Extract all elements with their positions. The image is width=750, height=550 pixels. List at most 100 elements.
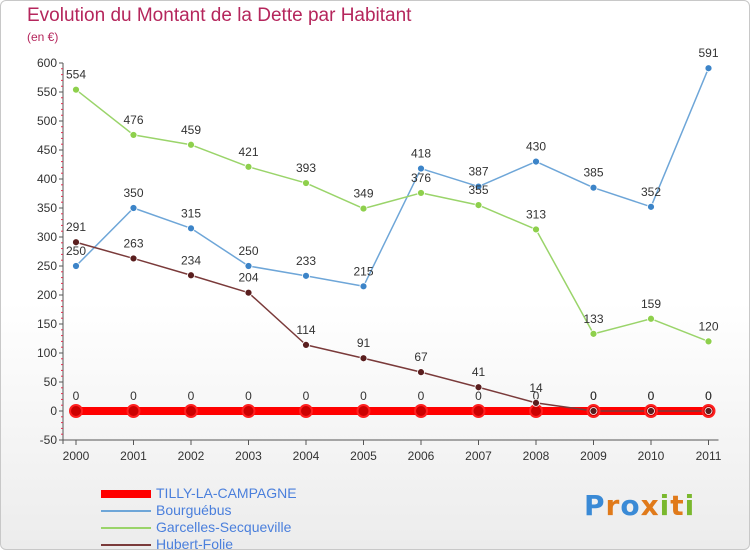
data-point [417, 368, 425, 377]
data-label: 14 [529, 381, 543, 395]
data-point [129, 254, 138, 263]
data-label: 352 [641, 185, 661, 199]
data-label: 385 [583, 166, 603, 180]
data-point [417, 164, 425, 173]
data-label: 0 [475, 389, 482, 403]
data-label: 315 [181, 206, 201, 220]
data-label: 114 [296, 323, 315, 337]
legend-swatch [101, 510, 151, 512]
data-point [299, 404, 313, 418]
legend-swatch [101, 527, 151, 529]
x-tick-label: 2009 [580, 449, 607, 463]
data-label: 350 [123, 186, 143, 200]
data-point [187, 224, 195, 233]
data-label: 0 [188, 389, 195, 403]
x-tick-label: 2007 [465, 449, 492, 463]
x-tick-label: 2010 [638, 449, 665, 463]
data-point [187, 140, 195, 149]
data-point [417, 189, 425, 197]
series-line-3 [75, 241, 709, 412]
data-label: 0 [705, 389, 712, 403]
unit-label: (en €) [27, 30, 59, 44]
y-tick-label: 550 [37, 85, 57, 99]
data-point [241, 404, 256, 418]
x-tick-label: 2011 [696, 449, 722, 463]
data-label: 0 [418, 389, 425, 403]
legend-label: Bourguébus [156, 502, 232, 518]
chart-title: Evolution du Montant de la Dette par Hab… [27, 5, 412, 26]
data-point [244, 162, 253, 171]
data-label: 430 [526, 140, 546, 154]
data-point [471, 404, 486, 418]
data-label: 0 [73, 389, 80, 403]
data-label: 393 [296, 161, 316, 175]
y-tick-label: 400 [37, 172, 57, 186]
data-point [589, 407, 598, 415]
x-tick-label: 2004 [293, 449, 320, 463]
data-label: 215 [353, 264, 373, 278]
data-label: 0 [590, 389, 597, 403]
data-point [244, 288, 253, 297]
data-point [187, 271, 195, 280]
data-label: 459 [181, 123, 201, 137]
line-chart: -50 0 50 100 150 200 250 300 350 400 450 500 550 600 2… [37, 46, 722, 463]
series-line-1 [75, 67, 710, 288]
y-tick-label: 200 [37, 288, 57, 302]
data-point [414, 404, 428, 418]
data-point [589, 183, 598, 192]
data-point [474, 182, 483, 191]
data-point [704, 407, 713, 415]
data-label: 250 [238, 244, 258, 258]
data-label: 291 [66, 220, 86, 234]
y-tick-label: 450 [37, 143, 57, 157]
data-label: 0 [648, 389, 655, 403]
legend-label: TILLY-LA-CAMPAGNE [156, 485, 297, 501]
data-point [302, 271, 310, 280]
data-label: 418 [411, 147, 431, 161]
data-point [126, 404, 141, 418]
data-label: 355 [468, 183, 488, 197]
data-label: 0 [360, 389, 367, 403]
data-label: 476 [123, 113, 143, 127]
y-tick-label: 100 [37, 346, 57, 360]
data-point [356, 404, 371, 418]
y-tick-label: 150 [37, 317, 57, 331]
data-point [302, 340, 310, 349]
data-label: 0 [648, 389, 655, 403]
data-point [359, 282, 368, 291]
data-point [529, 404, 543, 418]
data-label: 387 [468, 165, 488, 179]
data-label: 0 [590, 389, 597, 403]
data-point [359, 204, 368, 213]
data-label: 591 [698, 46, 718, 60]
data-point [704, 337, 713, 346]
data-label: 204 [238, 271, 258, 285]
data-point [647, 407, 655, 415]
data-point [474, 383, 483, 392]
data-point [72, 262, 80, 270]
data-point [647, 202, 655, 211]
data-point [129, 204, 138, 212]
legend-swatch [101, 544, 151, 546]
y-tick-label: -50 [40, 433, 58, 447]
data-point [704, 64, 713, 73]
data-point [184, 404, 198, 418]
data-label: 91 [357, 336, 371, 350]
x-tick-label: 2008 [523, 449, 550, 463]
data-point [72, 85, 80, 94]
data-label: 0 [705, 389, 712, 403]
data-label: 0 [245, 389, 252, 403]
data-label: 67 [414, 350, 428, 364]
x-tick-label: 2003 [235, 449, 262, 463]
data-point [532, 157, 540, 166]
x-tick-label: 2001 [120, 449, 147, 463]
x-tick-label: 2000 [63, 449, 90, 463]
data-label: 159 [641, 297, 661, 311]
data-point [69, 404, 83, 418]
series-line-2 [75, 89, 709, 343]
data-point [72, 238, 80, 247]
data-label: 376 [411, 171, 431, 185]
data-point [532, 398, 540, 407]
data-label: 554 [66, 68, 86, 82]
